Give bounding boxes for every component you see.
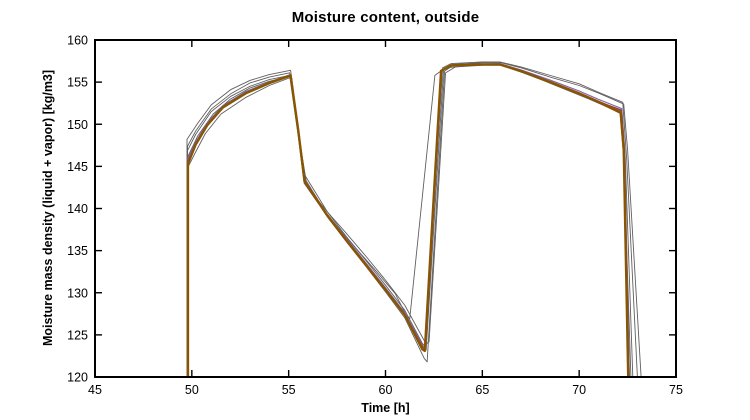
x-tick-label: 45 [88,383,102,397]
x-tick-label: 60 [379,383,393,397]
series-line-olive-run [187,63,629,377]
x-tick-label: 50 [185,383,199,397]
x-tick-label: 75 [669,383,683,397]
y-tick-label: 120 [67,371,88,385]
series-line-gray-run-3 [187,64,632,377]
series-group [186,61,642,377]
x-axis-label: Time [h] [361,401,410,415]
series-line-purple-run [187,63,630,377]
y-tick-label: 135 [67,244,88,258]
x-tick-label: 70 [572,383,586,397]
y-tick-label: 150 [67,118,88,132]
chart-title: Moisture content, outside [291,9,480,26]
y-tick-label: 145 [67,160,88,174]
y-tick-label: 130 [67,286,88,300]
plot-frame [94,39,677,378]
x-tick-label: 65 [475,383,489,397]
y-tick-label: 155 [67,76,88,90]
x-tick-label: 55 [282,383,296,397]
y-tick-label: 140 [67,202,88,216]
series-line-red-run [187,63,630,377]
y-tick-label: 125 [67,328,88,342]
series-line-gray-run-2 [187,62,642,377]
series-line-brown-run-main [186,63,630,377]
y-tick-label: 160 [67,34,88,48]
series-line-gray-run-4 [186,64,630,377]
series-line-gray-run-5 [187,63,634,377]
series-line-gray-run-1 [186,61,638,377]
